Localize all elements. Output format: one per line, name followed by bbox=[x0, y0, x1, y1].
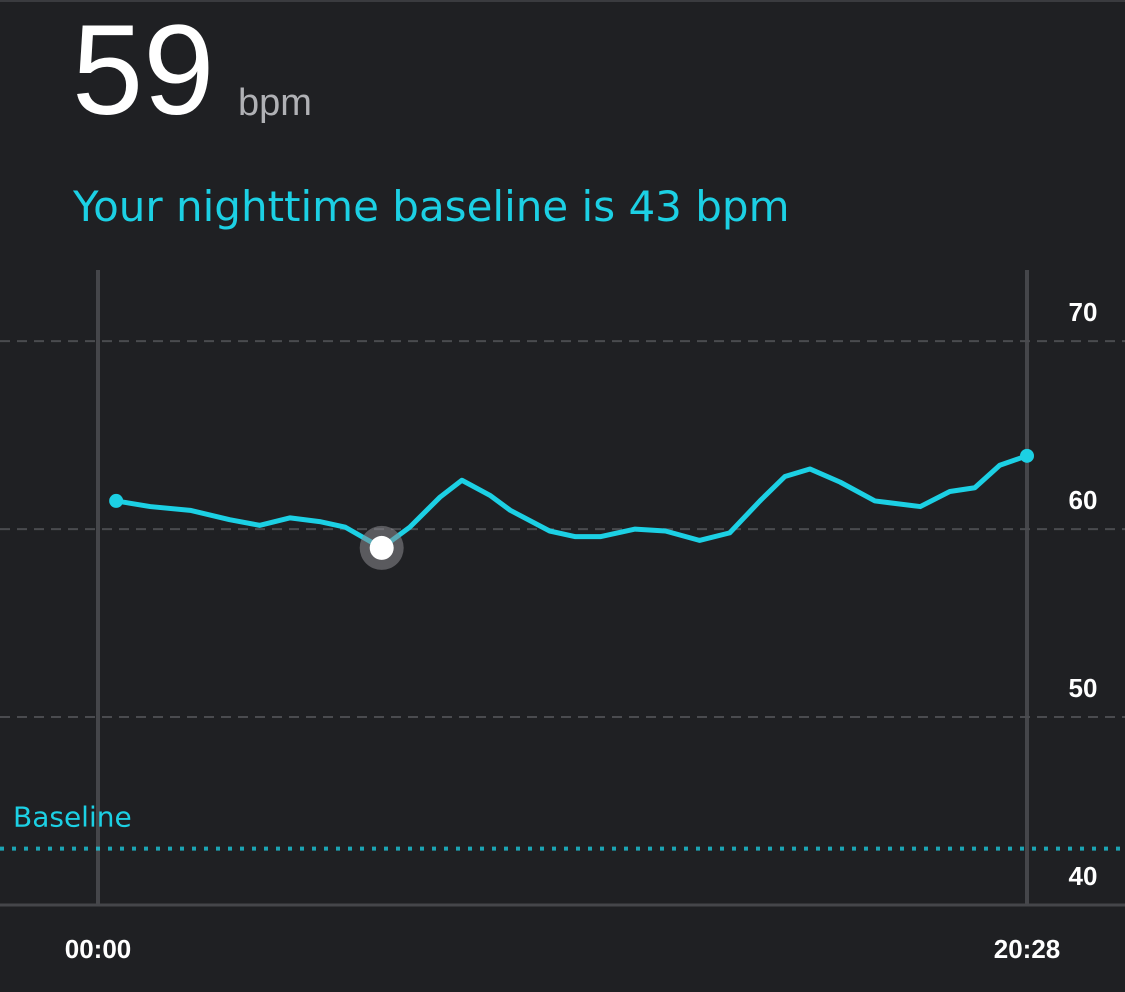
heart-rate-value: 59 bbox=[72, 0, 214, 142]
y-tick-label: 50 bbox=[1069, 673, 1098, 703]
heart-rate-line bbox=[113, 453, 1030, 551]
selected-point bbox=[369, 535, 394, 560]
y-tick-label: 60 bbox=[1069, 485, 1098, 515]
x-tick-label: 00:00 bbox=[65, 934, 132, 964]
x-tick-label: 20:28 bbox=[994, 934, 1061, 964]
subtitle: Your nighttime baseline is 43 bpm bbox=[72, 182, 789, 231]
end-point bbox=[109, 493, 124, 508]
baseline-label: Baseline bbox=[13, 801, 132, 834]
heart-rate-unit: bpm bbox=[238, 82, 312, 124]
y-tick-label: 40 bbox=[1069, 861, 1098, 891]
end-point bbox=[1020, 448, 1034, 463]
y-tick-label: 70 bbox=[1069, 297, 1098, 327]
